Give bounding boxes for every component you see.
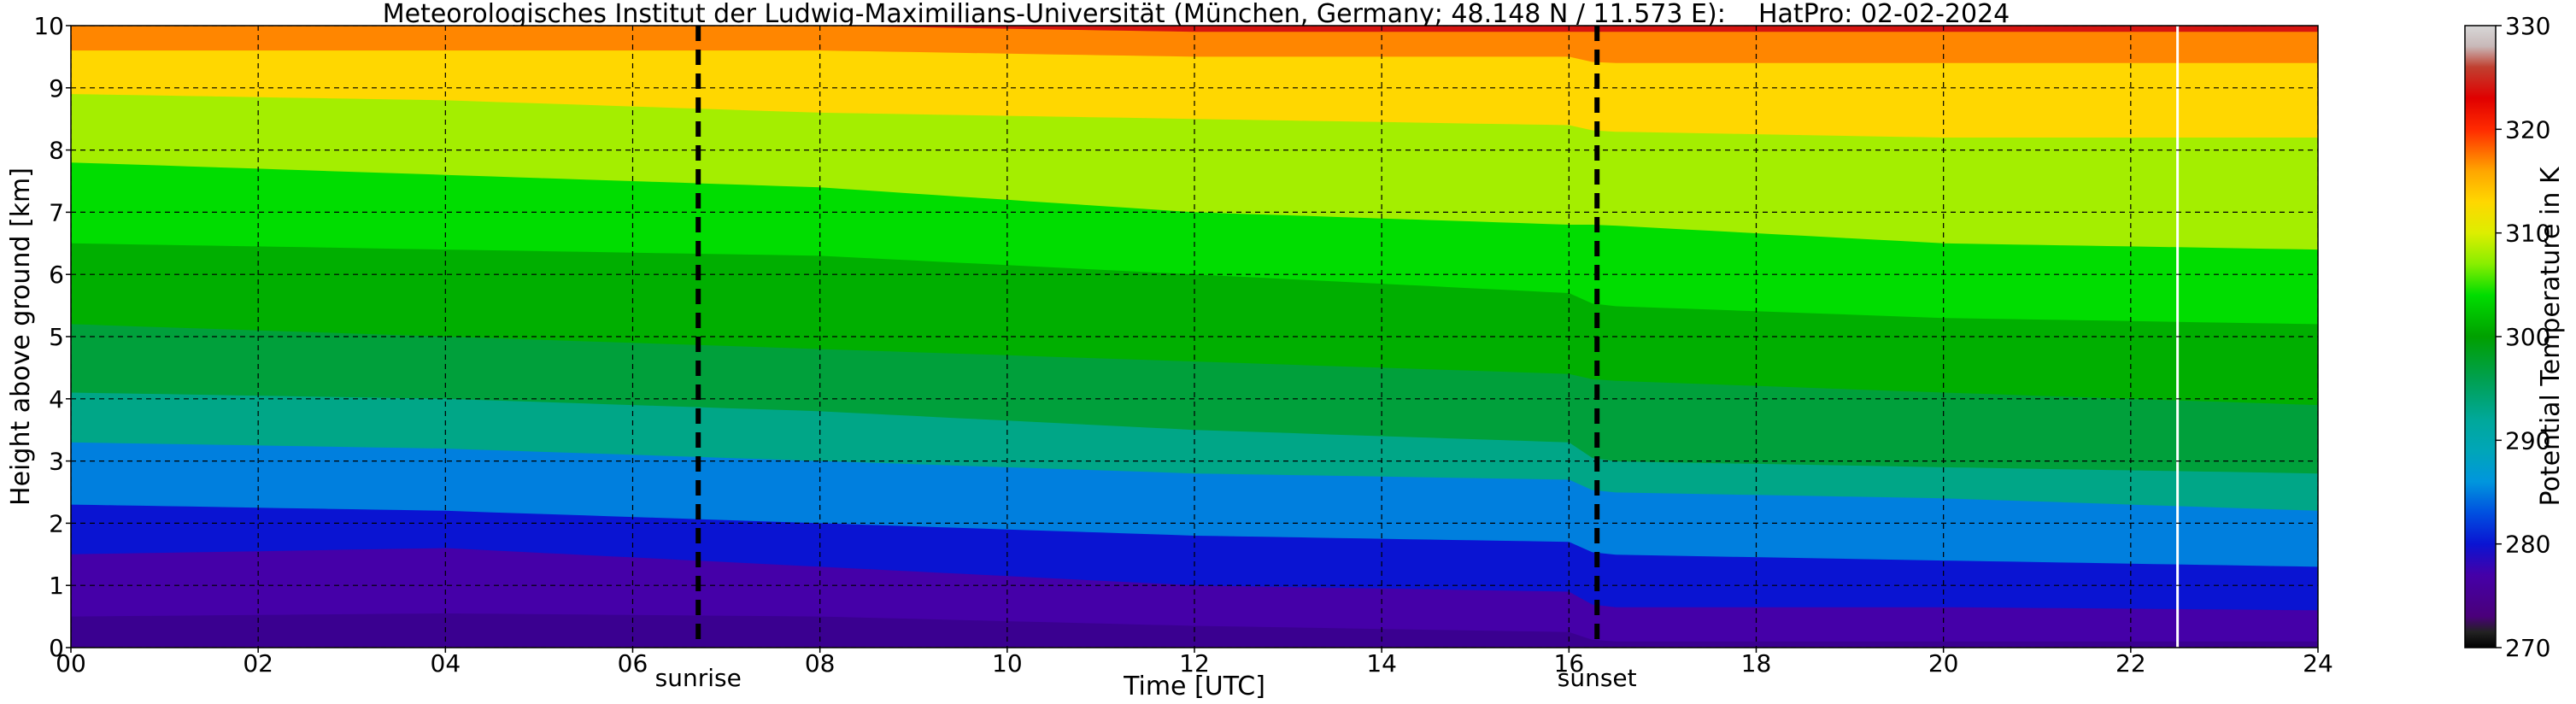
x-tick-label: 20 [1928,649,1959,678]
x-tick-label: 12 [1179,649,1210,678]
y-tick-label: 6 [49,261,64,289]
event-labels: sunrise sunset [655,664,1637,692]
colorbar-tick-label: 300 [2505,323,2550,351]
chart-title: Meteorologisches Institut der Ludwig-Max… [383,0,2010,29]
x-tick-label: 10 [992,649,1023,678]
x-axis-label: Time [UTC] [1123,672,1265,701]
x-tick-label: 00 [56,649,86,678]
event-lines [695,26,1600,648]
x-tick-label: 22 [2115,649,2146,678]
x-tick-label: 18 [1741,649,1772,678]
x-tick-label: 14 [1366,649,1397,678]
y-tick-label: 1 [49,572,64,600]
y-tick-label: 2 [49,509,64,537]
grid-lines [71,26,2318,648]
x-tick-label: 02 [243,649,273,678]
y-tick-label: 8 [49,137,64,165]
y-tick-label: 5 [49,323,64,351]
y-tick-label: 4 [49,385,64,414]
colorbar-tick-label: 310 [2505,220,2550,248]
y-tick-label: 9 [49,74,64,103]
y-tick-label: 10 [33,12,64,40]
y-tick-label: 7 [49,198,64,226]
isentrope-band-317 [71,26,2318,63]
y-axis-label: Height above ground [km] [6,167,36,506]
colorbar-tick-label: 330 [2505,12,2550,40]
x-tick-label: 08 [805,649,836,678]
colorbar-tick-label: 290 [2505,426,2550,455]
y-axis-ticks: 0 1 2 3 4 5 6 7 8 9 10 [33,12,71,662]
x-tick-label: 16 [1554,649,1585,678]
colorbar-ticks: 270 280 290 300 310 320 330 [2496,12,2550,662]
colorbar-tick-label: 270 [2505,634,2550,662]
plot-area [71,26,2318,648]
colorbar-tick-label: 320 [2505,115,2550,144]
colorbar [2464,25,2497,648]
y-tick-label: 3 [49,448,64,476]
y-tick-label: 0 [49,634,64,662]
colorbar-label: Potential Temperature in K [2536,166,2566,506]
sunrise-label: sunrise [655,664,742,692]
colorbar-tick-label: 280 [2505,531,2550,559]
x-axis-ticks: 00 02 04 06 08 10 12 14 16 18 20 22 24 [56,648,2333,678]
x-tick-label: 06 [618,649,648,678]
sunset-label: sunset [1558,664,1637,692]
x-tick-label: 24 [2303,649,2333,678]
x-tick-label: 04 [431,649,461,678]
